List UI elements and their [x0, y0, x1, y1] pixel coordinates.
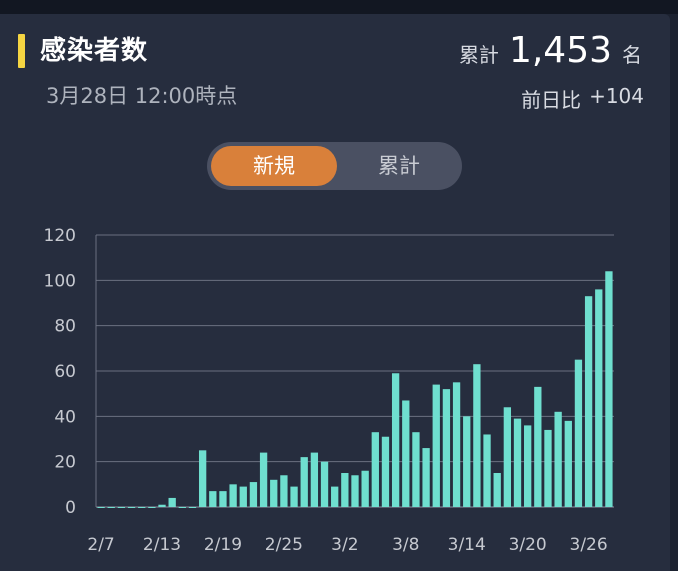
toggle-new-button[interactable]: 新規: [211, 146, 337, 186]
bar-2-17[interactable]: [198, 450, 207, 507]
bar-3-11[interactable]: [432, 384, 440, 507]
bar-2-10[interactable]: [127, 507, 136, 508]
bar-2-18[interactable]: [209, 491, 217, 507]
bar-3-13[interactable]: [452, 382, 461, 507]
y-tick-label: 40: [54, 407, 76, 427]
y-tick-label: 120: [44, 226, 76, 246]
x-tick-label: 3/14: [448, 535, 486, 555]
bar-2-8[interactable]: [107, 507, 115, 508]
bar-3-1[interactable]: [331, 486, 339, 507]
bar-3-2[interactable]: [341, 473, 349, 507]
day-over-day: 前日比 +104: [521, 84, 644, 113]
title-accent-bar: [18, 34, 25, 68]
bar-3-6[interactable]: [381, 436, 390, 507]
top-status-bar: [0, 0, 678, 14]
y-tick-label: 0: [65, 498, 76, 518]
bar-3-10[interactable]: [422, 448, 430, 507]
bar-3-4[interactable]: [361, 470, 369, 507]
x-tick-label: 3/2: [331, 535, 358, 555]
y-tick-label: 100: [44, 271, 76, 291]
bar-2-7[interactable]: [97, 507, 105, 508]
x-tick-label: 3/20: [509, 535, 547, 555]
x-tick-label: 3/26: [570, 535, 608, 555]
bar-3-8[interactable]: [402, 400, 410, 507]
y-axis-ticks: 0 20 40 60 80 100 120: [44, 226, 76, 518]
total-count: 累計 1,453 名: [459, 30, 642, 71]
y-tick-label: 20: [54, 453, 76, 473]
x-tick-label: 2/7: [87, 535, 114, 555]
bar-3-22[interactable]: [544, 429, 552, 507]
bar-3-19[interactable]: [513, 418, 522, 507]
bar-2-15[interactable]: [178, 507, 186, 508]
bar-3-5[interactable]: [371, 432, 379, 507]
chart-bars: [97, 271, 613, 508]
bar-3-25[interactable]: [574, 359, 583, 507]
x-tick-label: 3/8: [392, 535, 419, 555]
bar-3-28[interactable]: [605, 271, 613, 507]
view-toggle: 新規 累計: [207, 142, 462, 190]
bar-2-25[interactable]: [280, 475, 288, 507]
bar-3-23[interactable]: [554, 411, 562, 507]
bar-2-13[interactable]: [158, 504, 166, 507]
bar-2-16[interactable]: [188, 507, 197, 508]
total-value: 1,453: [508, 30, 612, 71]
bar-2-29[interactable]: [320, 461, 329, 507]
bar-3-18[interactable]: [503, 407, 512, 507]
bar-3-14[interactable]: [463, 416, 471, 507]
bar-2-22[interactable]: [249, 482, 258, 507]
total-unit: 名: [622, 43, 642, 67]
bar-2-19[interactable]: [219, 491, 227, 507]
bar-2-20[interactable]: [229, 484, 237, 507]
bar-3-27[interactable]: [595, 289, 603, 507]
bar-2-27[interactable]: [300, 457, 308, 507]
bar-3-20[interactable]: [524, 425, 532, 507]
bar-3-16[interactable]: [483, 434, 491, 507]
x-tick-label: 2/25: [265, 535, 303, 555]
bar-2-9[interactable]: [117, 507, 126, 508]
bar-3-24[interactable]: [564, 420, 572, 507]
bar-3-21[interactable]: [534, 386, 542, 507]
bar-3-26[interactable]: [584, 296, 593, 507]
bar-3-7[interactable]: [391, 373, 400, 507]
update-timestamp: 3月28日 12:00時点: [46, 84, 238, 108]
bar-2-14[interactable]: [168, 497, 176, 507]
x-tick-label: 2/19: [204, 535, 242, 555]
bar-2-26[interactable]: [290, 486, 298, 507]
total-label: 累計: [458, 43, 499, 67]
bar-3-9[interactable]: [412, 432, 420, 507]
bar-3-12[interactable]: [442, 389, 451, 507]
x-tick-label: 2/13: [143, 535, 181, 555]
y-tick-label: 80: [54, 317, 76, 337]
bar-3-15[interactable]: [473, 364, 481, 507]
bar-2-21[interactable]: [239, 486, 247, 507]
bar-2-23[interactable]: [259, 452, 268, 507]
diff-label: 前日比: [521, 88, 582, 112]
toggle-cumulative-button[interactable]: 累計: [378, 154, 420, 178]
y-tick-label: 60: [54, 362, 76, 382]
x-axis-ticks: 2/7 2/13 2/19 2/25 3/2 3/8 3/14 3/20 3/26: [87, 535, 607, 555]
bar-2-11[interactable]: [138, 507, 146, 508]
bar-3-3[interactable]: [351, 475, 359, 507]
bar-2-28[interactable]: [310, 452, 319, 507]
diff-value: +104: [589, 84, 644, 108]
card-title: 感染者数: [40, 36, 149, 66]
bar-2-12[interactable]: [148, 507, 156, 508]
bar-2-24[interactable]: [270, 479, 278, 507]
bar-3-17[interactable]: [493, 473, 501, 507]
